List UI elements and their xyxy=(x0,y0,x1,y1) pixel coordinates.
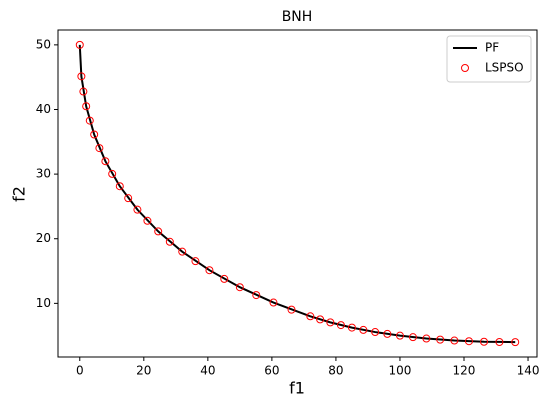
scatter-point xyxy=(316,315,325,324)
pf-line xyxy=(78,44,516,344)
y-tick-label: 50 xyxy=(36,37,51,51)
scatter-point xyxy=(115,182,124,191)
scatter-point xyxy=(124,194,133,203)
legend-label: PF xyxy=(485,41,499,55)
scatter-point xyxy=(90,130,99,139)
scatter-point xyxy=(101,157,110,166)
scatter-point xyxy=(383,329,392,338)
x-tick-label: 40 xyxy=(200,364,215,378)
y-axis-label: f2 xyxy=(10,186,29,202)
scatter-point xyxy=(178,247,187,256)
legend-label: LSPSO xyxy=(485,61,524,75)
scatter-point xyxy=(371,328,380,337)
scatter-point xyxy=(85,116,94,125)
y-tick-label: 40 xyxy=(36,102,51,116)
x-tick-label: 0 xyxy=(76,364,84,378)
scatter-point xyxy=(464,337,473,346)
scatter-point xyxy=(77,72,86,81)
scatter-point xyxy=(395,331,404,340)
scatter-point xyxy=(95,144,104,153)
x-tick-label: 120 xyxy=(453,364,476,378)
scatter-point xyxy=(79,87,88,96)
scatter-point xyxy=(495,338,504,347)
scatter-point xyxy=(154,227,163,236)
scatter-point xyxy=(191,257,200,266)
scatter-point xyxy=(108,169,117,178)
scatter-point xyxy=(133,205,142,214)
chart-title: BNH xyxy=(282,9,313,25)
scatter-point xyxy=(422,334,431,343)
scatter-point xyxy=(252,291,261,300)
scatter-point xyxy=(347,323,356,332)
scatter-point xyxy=(205,266,214,275)
axes-frame xyxy=(57,29,538,358)
x-tick-label: 80 xyxy=(328,364,343,378)
scatter-point xyxy=(82,102,91,111)
scatter-point xyxy=(480,337,489,346)
plot-area xyxy=(75,40,520,347)
x-tick-label: 100 xyxy=(389,364,412,378)
scatter-point xyxy=(450,336,459,345)
scatter-point xyxy=(220,274,229,283)
scatter-point xyxy=(306,312,315,321)
legend-marker xyxy=(461,64,469,72)
scatter-point xyxy=(326,318,335,327)
y-tick-label: 30 xyxy=(36,167,51,181)
scatter-point xyxy=(235,283,244,292)
scatter-point xyxy=(143,216,152,225)
scatter-point xyxy=(359,325,368,334)
x-axis-label: f1 xyxy=(289,379,305,398)
scatter-point xyxy=(436,335,445,344)
scatter-point xyxy=(269,298,278,307)
x-tick-label: 60 xyxy=(264,364,279,378)
scatter-point xyxy=(287,305,296,314)
y-tick-label: 10 xyxy=(36,296,51,310)
scatter-point xyxy=(408,333,417,342)
scatter-point xyxy=(165,237,174,246)
y-tick-label: 20 xyxy=(36,231,51,245)
x-tick-label: 20 xyxy=(136,364,151,378)
legend: PF LSPSO xyxy=(446,35,532,83)
x-tick-label: 140 xyxy=(517,364,540,378)
scatter-point xyxy=(75,40,84,49)
scatter-point xyxy=(336,321,345,330)
scatter-point xyxy=(511,338,520,347)
